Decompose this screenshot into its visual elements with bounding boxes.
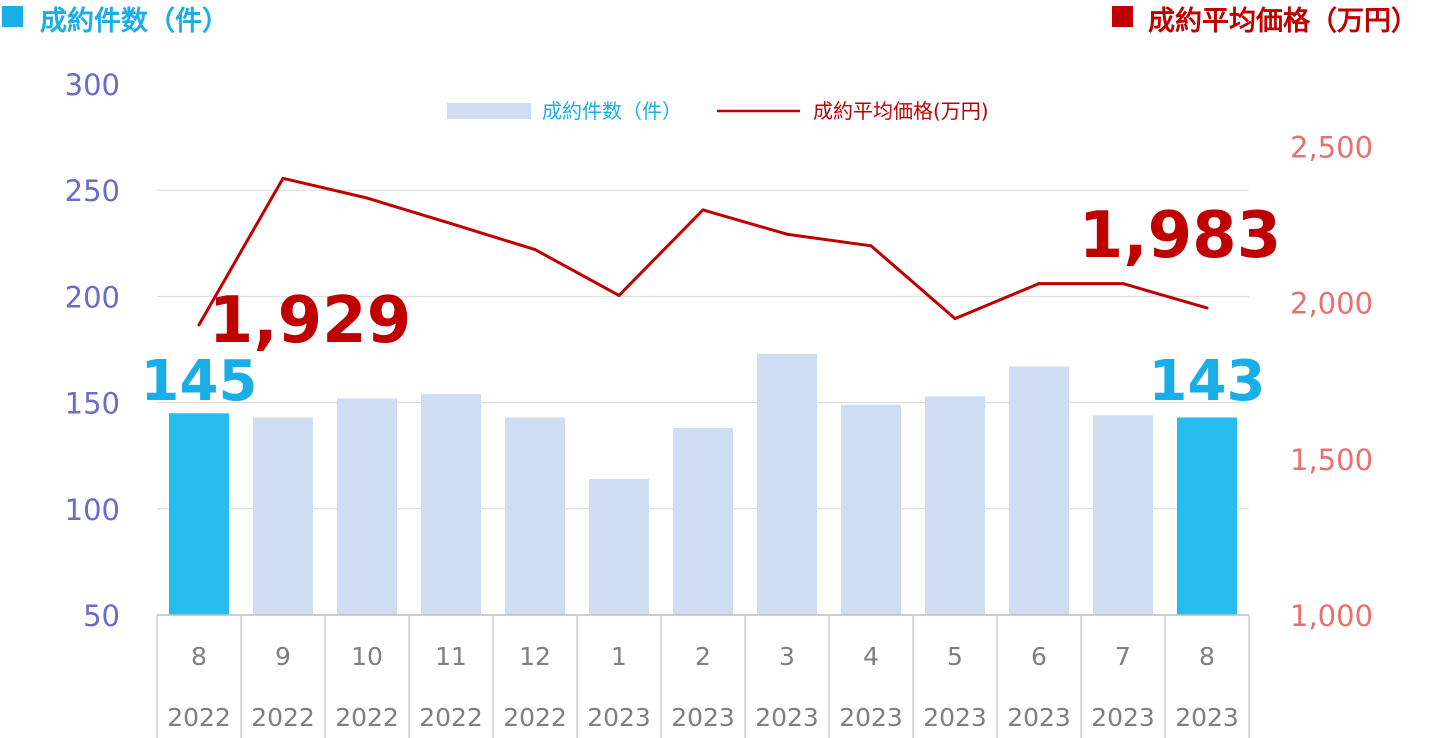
count-bar <box>925 396 985 615</box>
year-label: 2023 <box>755 703 819 732</box>
price-header-square-icon <box>1112 6 1133 27</box>
count-bar <box>253 417 313 615</box>
legend-bar-label: 成約件数（件） <box>542 99 682 123</box>
price-point <box>281 176 285 180</box>
month-label: 4 <box>863 642 879 671</box>
month-label: 8 <box>1199 642 1215 671</box>
count-header-square-icon <box>2 6 23 27</box>
right-axis-tick-label: 2,500 <box>1290 130 1373 164</box>
count-bar <box>841 404 901 615</box>
first-price-label: 1,929 <box>209 284 411 358</box>
price-point <box>197 323 201 327</box>
price-point <box>617 293 621 297</box>
month-label: 8 <box>191 642 207 671</box>
left-axis-ticks: 50 100 150 200 250 300 <box>65 68 120 633</box>
year-label: 2023 <box>839 703 903 732</box>
last-price-label: 1,983 <box>1079 199 1281 273</box>
month-label: 3 <box>779 642 795 671</box>
year-label: 2023 <box>923 703 987 732</box>
legend-bar-swatch <box>447 103 531 119</box>
year-label: 2023 <box>1091 703 1155 732</box>
price-point <box>953 317 957 321</box>
category-table: 8 2022 9 2022 10 2022 11 2022 12 2022 1 2023 2 2023 3 2… <box>156 614 1250 738</box>
month-label: 7 <box>1115 642 1131 671</box>
left-axis-tick-label: 150 <box>65 387 120 421</box>
month-label: 12 <box>519 642 551 671</box>
count-bar <box>337 398 397 615</box>
price-point <box>785 232 789 236</box>
year-label: 2022 <box>251 703 315 732</box>
year-label: 2022 <box>167 703 231 732</box>
year-label: 2023 <box>1007 703 1071 732</box>
count-bar <box>1177 417 1237 615</box>
month-label: 6 <box>1031 642 1047 671</box>
price-point <box>533 248 537 252</box>
right-axis-tick-label: 1,000 <box>1290 599 1373 633</box>
left-axis-tick-label: 100 <box>65 493 120 527</box>
left-axis-tick-label: 300 <box>65 68 120 102</box>
count-bar <box>673 428 733 615</box>
price-point <box>1037 282 1041 286</box>
price-point <box>701 208 705 212</box>
count-bar <box>421 394 481 615</box>
month-label: 10 <box>351 642 383 671</box>
count-bar <box>169 413 229 615</box>
price-line <box>197 176 1209 327</box>
last-count-label: 143 <box>1149 349 1266 414</box>
right-axis-tick-label: 1,500 <box>1290 443 1373 477</box>
price-point <box>449 222 453 226</box>
year-label: 2023 <box>671 703 735 732</box>
count-bar <box>1009 366 1069 615</box>
count-bar <box>589 479 649 615</box>
year-label: 2022 <box>503 703 567 732</box>
count-bar <box>505 417 565 615</box>
count-bars <box>169 353 1237 615</box>
count-bar <box>1093 415 1153 615</box>
month-label: 9 <box>275 642 291 671</box>
month-label: 1 <box>611 642 627 671</box>
price-point <box>365 196 369 200</box>
count-bar <box>757 353 817 615</box>
year-label: 2022 <box>335 703 399 732</box>
left-axis-tick-label: 50 <box>83 599 120 633</box>
legend-line-label: 成約平均価格(万円) <box>813 99 989 123</box>
year-label: 2023 <box>1175 703 1239 732</box>
month-label: 5 <box>947 642 963 671</box>
right-axis-ticks: 1,000 1,500 2,000 2,500 <box>1290 130 1373 633</box>
right-axis-tick-label: 2,000 <box>1290 287 1373 321</box>
first-count-label: 145 <box>141 349 258 414</box>
price-axis-header: 成約平均価格（万円） <box>1148 5 1418 37</box>
year-label: 2023 <box>587 703 651 732</box>
left-axis-tick-label: 250 <box>65 174 120 208</box>
price-point <box>1121 282 1125 286</box>
count-axis-header: 成約件数（件） <box>40 5 229 37</box>
year-label: 2022 <box>419 703 483 732</box>
month-label: 2 <box>695 642 711 671</box>
price-point <box>1205 306 1209 310</box>
price-point <box>869 244 873 248</box>
left-axis-tick-label: 200 <box>65 280 120 314</box>
month-label: 11 <box>435 642 467 671</box>
